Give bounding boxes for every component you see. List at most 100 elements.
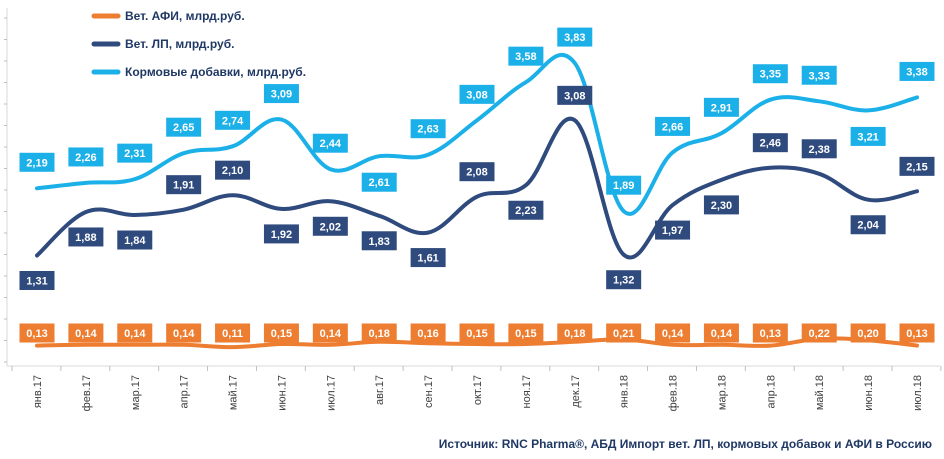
- data-label-lp: 3,08: [557, 85, 593, 105]
- data-label-feed: 2,66: [655, 116, 691, 136]
- data-label-feed-box: [752, 64, 788, 84]
- source-note: Источник: RNC Pharma®, АБД Импорт вет. Л…: [438, 437, 932, 451]
- x-tick-label: фев.17: [81, 375, 93, 411]
- data-label-feed: 2,63: [410, 119, 446, 139]
- data-label-feed-box: [312, 133, 348, 153]
- data-label-afi-box: [459, 323, 495, 343]
- data-label-lp: 2,23: [508, 200, 544, 220]
- x-tick-label: май.18: [814, 375, 826, 410]
- data-label-afi: 0,14: [117, 323, 153, 343]
- data-label-feed-box: [703, 97, 739, 117]
- data-label-lp-box: [19, 270, 55, 290]
- data-label-lp-text: 1,61: [417, 253, 438, 265]
- data-label-feed: 2,91: [703, 97, 739, 117]
- data-label-afi-box: [215, 323, 251, 343]
- data-label-lp-text: 1,32: [613, 275, 634, 287]
- data-label-afi: 0,13: [752, 323, 788, 343]
- data-label-feed: 3,08: [459, 84, 495, 104]
- data-label-afi: 0,14: [703, 323, 739, 343]
- data-label-lp-text: 2,10: [222, 165, 243, 177]
- data-label-afi: 0,18: [361, 323, 397, 343]
- data-label-afi-box: [655, 323, 691, 343]
- data-label-afi-text: 0,18: [564, 328, 585, 340]
- data-label-afi: 0,14: [312, 323, 348, 343]
- data-label-lp: 1,88: [68, 227, 104, 247]
- data-label-feed-box: [606, 175, 642, 195]
- data-label-feed-text: 2,44: [320, 138, 342, 150]
- series-lines: [35, 53, 919, 350]
- data-label-feed-box: [68, 147, 104, 167]
- data-label-feed-text: 3,08: [466, 89, 487, 101]
- data-label-lp-text: 2,23: [515, 205, 536, 217]
- data-label-afi-text: 0,13: [906, 328, 927, 340]
- data-label-afi: 0,16: [410, 323, 446, 343]
- data-label-lp-box: [361, 231, 397, 251]
- data-label-lp-text: 2,08: [466, 167, 487, 179]
- data-label-lp-text: 2,02: [320, 221, 341, 233]
- data-label-afi-text: 0,14: [320, 328, 342, 340]
- data-label-afi-box: [19, 323, 55, 343]
- data-label-afi-box: [606, 323, 642, 343]
- data-label-lp: 2,15: [899, 156, 935, 176]
- data-label-lp: 1,32: [606, 270, 642, 290]
- data-label-feed-text: 3,83: [564, 32, 585, 44]
- data-label-feed-text: 2,19: [26, 157, 47, 169]
- data-label-afi: 0,22: [801, 323, 837, 343]
- data-label-afi: 0,21: [606, 323, 642, 343]
- data-label-lp-text: 1,97: [662, 225, 683, 237]
- data-label-feed-text: 3,58: [515, 51, 536, 63]
- data-label-lp: 2,04: [850, 215, 886, 235]
- data-label-feed-text: 3,38: [906, 66, 927, 78]
- data-label-lp-text: 2,04: [857, 220, 879, 232]
- data-label-lp-text: 1,92: [271, 229, 292, 241]
- x-tick-label: июн.18: [863, 375, 875, 411]
- data-label-lp-text: 3,08: [564, 90, 585, 102]
- data-label-afi-text: 0,14: [711, 328, 733, 340]
- data-label-afi-text: 0,14: [173, 328, 195, 340]
- data-label-lp: 1,31: [19, 270, 55, 290]
- data-label-lp-text: 2,15: [906, 161, 927, 173]
- data-label-feed-box: [19, 152, 55, 172]
- x-tick-label: июл.17: [325, 375, 337, 411]
- data-label-lp: 1,83: [361, 231, 397, 251]
- legend-item-afi: Вет. АФИ, млрд.руб.: [91, 9, 245, 23]
- data-label-afi-text: 0,14: [75, 328, 97, 340]
- data-label-feed-text: 2,66: [662, 121, 683, 133]
- data-label-afi-text: 0,21: [613, 328, 634, 340]
- data-label-afi-box: [703, 323, 739, 343]
- data-label-lp-box: [263, 224, 299, 244]
- data-label-lp-text: 1,91: [173, 180, 194, 192]
- data-label-afi-box: [312, 323, 348, 343]
- data-label-afi-text: 0,18: [369, 328, 390, 340]
- data-label-feed: 2,31: [117, 143, 153, 163]
- data-label-afi-text: 0,15: [515, 328, 536, 340]
- data-label-afi-box: [508, 323, 544, 343]
- data-label-afi: 0,15: [263, 323, 299, 343]
- legend-label: Кормовые добавки, млрд.руб.: [125, 65, 306, 79]
- data-label-feed: 3,33: [801, 65, 837, 85]
- data-labels: 0,13 0,14 0,14 0,14 0,11 0,15 0,14 0,18 0,16 0,15…: [19, 27, 935, 343]
- data-label-lp-box: [68, 227, 104, 247]
- data-label-feed-text: 3,21: [857, 131, 878, 143]
- data-label-feed: 2,61: [361, 172, 397, 192]
- x-tick-label: янв.17: [32, 375, 44, 408]
- data-label-afi-text: 0,14: [662, 328, 684, 340]
- data-label-feed-text: 2,63: [417, 124, 438, 136]
- data-label-feed-box: [557, 27, 593, 47]
- data-label-lp: 1,61: [410, 248, 446, 268]
- data-label-afi-text: 0,14: [124, 328, 146, 340]
- data-label-lp-box: [703, 195, 739, 215]
- data-label-feed-box: [655, 116, 691, 136]
- data-label-lp-text: 1,83: [369, 236, 390, 248]
- data-label-lp: 1,91: [166, 175, 202, 195]
- data-label-feed: 3,09: [263, 84, 299, 104]
- data-label-feed: 2,26: [68, 147, 104, 167]
- legend-item-lp: Вет. ЛП, млрд.руб.: [91, 37, 234, 51]
- data-label-feed-text: 2,74: [222, 115, 244, 127]
- x-tick-label: дек.17: [570, 375, 582, 408]
- data-label-feed: 2,65: [166, 117, 202, 137]
- data-label-lp: 2,30: [703, 195, 739, 215]
- x-tick-label: апр.18: [765, 375, 777, 408]
- data-label-afi: 0,13: [19, 323, 55, 343]
